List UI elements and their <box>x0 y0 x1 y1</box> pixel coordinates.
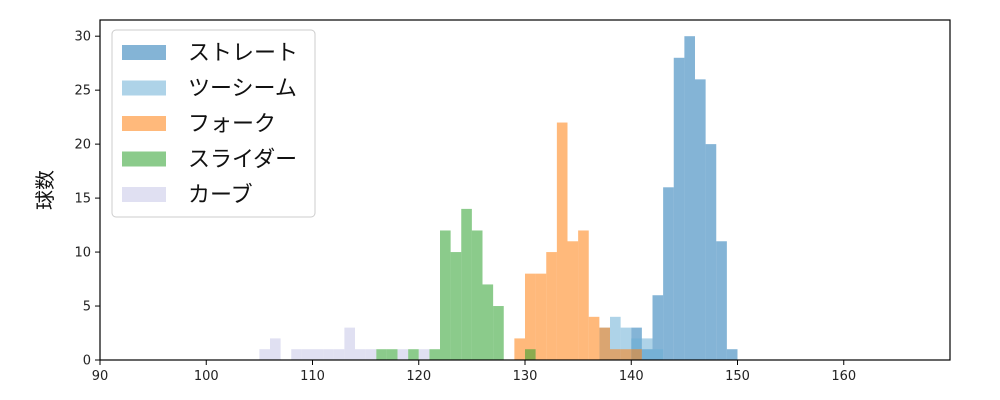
legend-label: スライダー <box>188 148 297 173</box>
x-tick-label: 150 <box>725 369 750 384</box>
bar-series-3 <box>429 349 440 360</box>
bar-series-2 <box>578 230 589 360</box>
bar-series-0 <box>673 57 685 361</box>
bar-series-3 <box>525 349 536 360</box>
bar-series-4 <box>301 349 313 360</box>
bar-series-0 <box>716 241 727 360</box>
bar-series-0 <box>695 79 706 360</box>
bar-series-2 <box>556 122 568 361</box>
y-tick-label: 15 <box>74 192 91 207</box>
bar-series-4 <box>291 349 302 360</box>
bar-series-3 <box>482 284 494 360</box>
bar-series-3 <box>386 349 398 360</box>
y-axis: 0 5 10 15 20 25 30 <box>74 30 100 369</box>
bar-series-4 <box>344 327 355 360</box>
x-tick-label: 140 <box>619 369 644 384</box>
legend-swatch <box>122 116 166 131</box>
bar-series-2 <box>525 273 536 360</box>
bar-series-3 <box>376 349 387 360</box>
bar-series-0 <box>663 187 674 360</box>
x-tick-label: 160 <box>831 369 856 384</box>
y-tick-label: 30 <box>74 30 91 45</box>
bar-series-4 <box>365 349 377 360</box>
legend-label: ストレート <box>188 41 298 66</box>
bar-series-2 <box>567 241 579 360</box>
bar-series-2 <box>546 252 557 360</box>
x-tick-label: 120 <box>406 369 431 384</box>
bar-series-3 <box>461 208 472 360</box>
bar-series-4 <box>355 349 366 360</box>
bar-series-4 <box>312 349 324 360</box>
legend-box <box>111 29 316 218</box>
bar-series-3 <box>408 349 419 360</box>
x-tick-label: 100 <box>194 369 219 384</box>
bar-series-0 <box>652 295 664 360</box>
bar-series-4 <box>333 349 345 360</box>
bar-series-1 <box>641 338 653 360</box>
bar-series-3 <box>471 230 483 360</box>
x-axis: 90 100 110 120 130 140 150 160 <box>92 360 856 384</box>
legend-label: フォーク <box>188 112 276 137</box>
y-tick-label: 5 <box>83 300 91 315</box>
legend-swatch <box>122 187 166 202</box>
bar-series-1 <box>652 349 664 360</box>
bar-series-2 <box>599 327 610 360</box>
bar-series-2 <box>610 349 621 360</box>
y-tick-label: 25 <box>74 84 91 99</box>
bar-series-3 <box>440 230 451 360</box>
legend-label: カーブ <box>188 183 253 208</box>
bar-series-4 <box>418 349 430 360</box>
bar-series-1 <box>610 316 621 360</box>
bar-series-2 <box>631 349 642 360</box>
bar-series-2 <box>535 273 547 360</box>
y-tick-label: 0 <box>83 354 91 369</box>
bar-series-2 <box>514 338 525 360</box>
bar-series-2 <box>588 316 600 360</box>
y-axis-label: 球数 <box>33 170 57 210</box>
y-tick-label: 10 <box>74 246 91 261</box>
bar-series-0 <box>684 36 695 360</box>
bar-series-1 <box>620 327 632 360</box>
x-tick-label: 90 <box>92 369 109 384</box>
y-tick-label: 20 <box>74 138 91 153</box>
bar-series-3 <box>450 252 462 360</box>
bar-series-4 <box>270 338 281 360</box>
x-tick-label: 130 <box>513 369 538 384</box>
legend-label: ツーシーム <box>188 77 297 102</box>
bar-series-4 <box>323 349 334 360</box>
legend-swatch <box>122 151 166 167</box>
legend-swatch <box>122 45 166 60</box>
bar-series-3 <box>493 306 504 360</box>
bars-layer <box>259 36 738 361</box>
bar-series-0 <box>705 144 717 360</box>
bar-series-2 <box>620 349 632 360</box>
bar-series-4 <box>259 349 270 360</box>
bar-series-0 <box>726 349 738 360</box>
legend-swatch <box>122 80 166 96</box>
x-tick-label: 110 <box>300 369 325 384</box>
bar-series-4 <box>397 349 409 360</box>
